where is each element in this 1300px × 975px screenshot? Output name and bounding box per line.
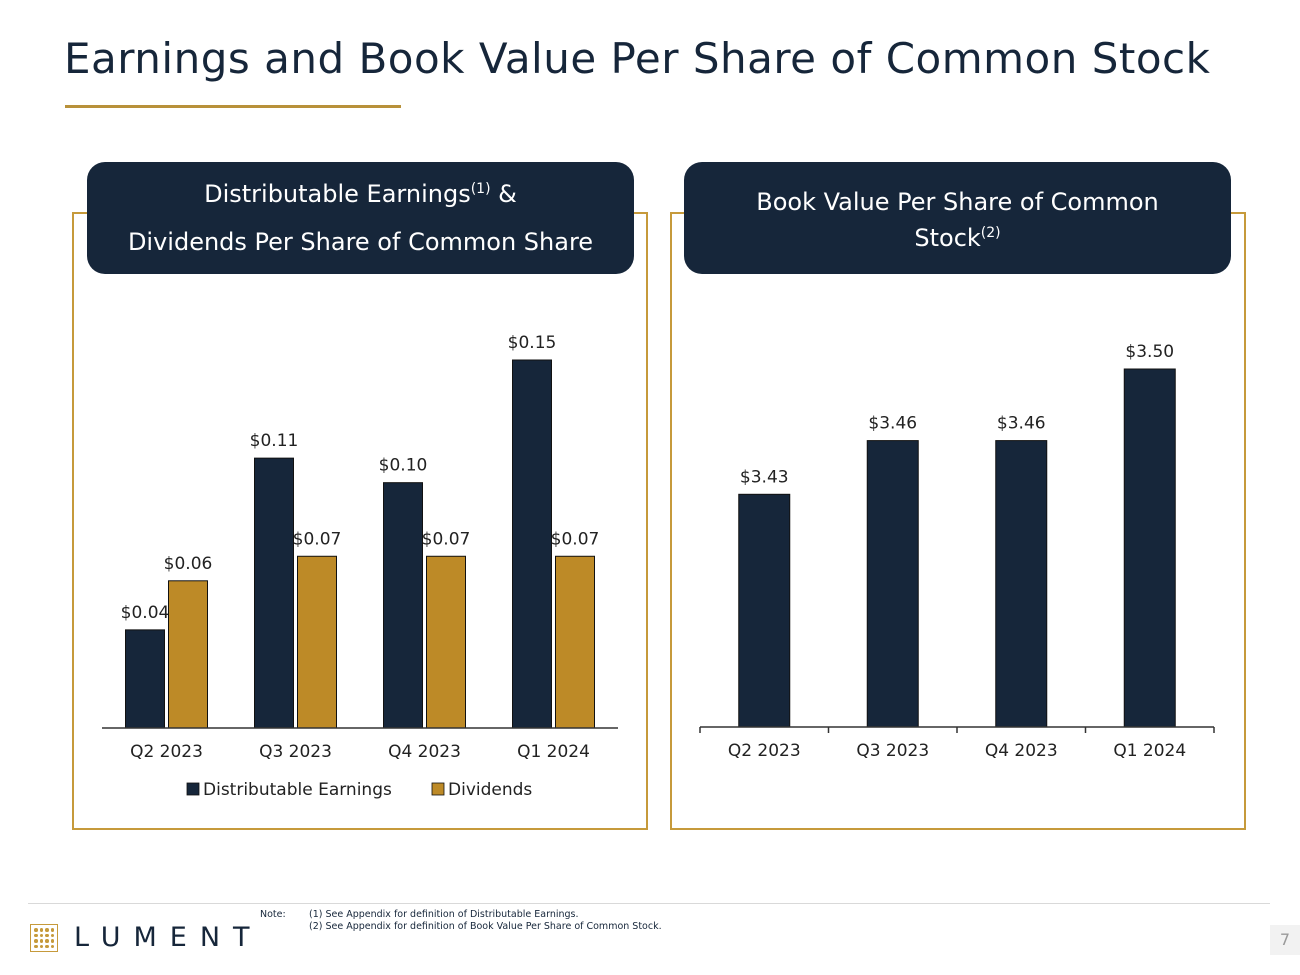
bar-dividends bbox=[297, 555, 337, 729]
title-underline bbox=[65, 105, 401, 108]
legend-swatch-earnings bbox=[186, 782, 200, 796]
book-value-header-line2: Stock(2) bbox=[914, 224, 1001, 252]
data-label: $0.10 bbox=[379, 456, 428, 476]
footnote-1: (1) See Appendix for definition of Distr… bbox=[309, 909, 579, 920]
page-number: 7 bbox=[1270, 925, 1300, 955]
data-label: $0.06 bbox=[164, 554, 213, 574]
bar-earnings bbox=[254, 457, 294, 729]
bar-dividends bbox=[426, 555, 466, 729]
footnote-ref-1: (1) bbox=[470, 181, 491, 197]
bar-earnings bbox=[512, 359, 552, 729]
x-tick-label: Q3 2023 bbox=[259, 742, 332, 762]
legend-label: Distributable Earnings bbox=[203, 780, 392, 800]
footer-divider bbox=[28, 903, 1270, 904]
footnote-ref-2: (2) bbox=[980, 225, 1001, 241]
bar-earnings bbox=[383, 482, 423, 729]
data-label: $0.04 bbox=[121, 603, 170, 623]
x-tick-label: Q1 2024 bbox=[517, 742, 590, 762]
bar-dividends bbox=[168, 580, 208, 729]
book-value-header-line1: Book Value Per Share of Common bbox=[756, 188, 1159, 216]
legend-swatch-dividends bbox=[431, 782, 445, 796]
data-label: $0.11 bbox=[250, 431, 299, 451]
earnings-header-line1: Distributable Earnings(1) & bbox=[204, 180, 517, 208]
lument-logo-text: LUMENT bbox=[74, 922, 263, 953]
bar-earnings bbox=[125, 629, 165, 729]
bar-dividends bbox=[555, 555, 595, 729]
data-label: $0.07 bbox=[551, 529, 600, 549]
data-label: $0.07 bbox=[293, 529, 342, 549]
legend-label: Dividends bbox=[448, 780, 532, 800]
book-value-panel-header: Book Value Per Share of Common Stock(2) bbox=[684, 162, 1231, 274]
earnings-panel-header: Distributable Earnings(1) & Dividends Pe… bbox=[87, 162, 634, 274]
x-tick-label: Q4 2023 bbox=[388, 742, 461, 762]
earnings-header-line2: Dividends Per Share of Common Share bbox=[127, 228, 594, 256]
data-label: $0.07 bbox=[422, 529, 471, 549]
page-title: Earnings and Book Value Per Share of Com… bbox=[64, 34, 1211, 83]
data-label: $0.15 bbox=[508, 333, 557, 353]
x-tick-label: Q2 2023 bbox=[130, 742, 203, 762]
note-label: Note: bbox=[260, 909, 286, 920]
lument-logo-icon bbox=[30, 924, 58, 952]
footnote-2: (2) See Appendix for definition of Book … bbox=[309, 921, 662, 932]
